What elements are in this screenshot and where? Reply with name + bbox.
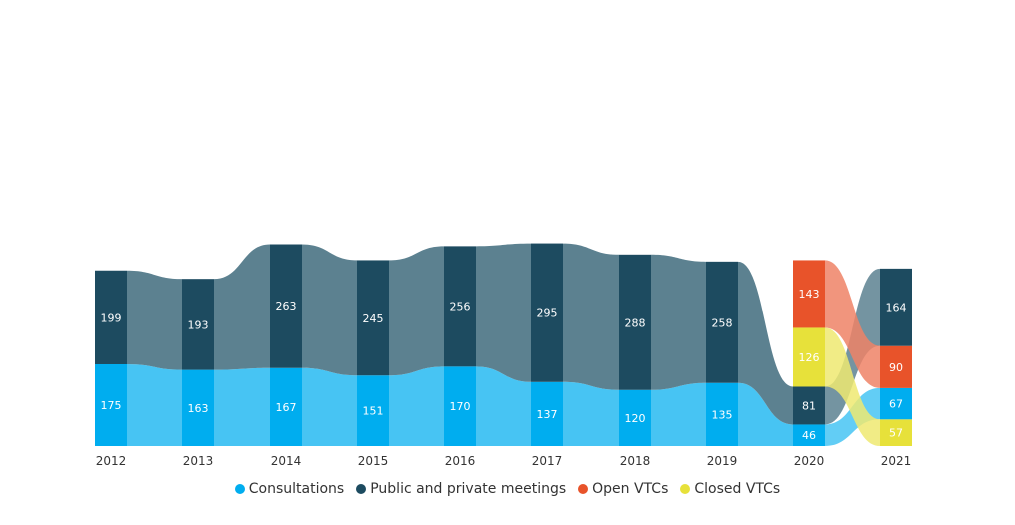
- legend-label-consultations: Consultations: [248, 481, 345, 497]
- flow-consultations-2018-2019: [651, 382, 706, 446]
- value-label-public-and-private-meetings-2013: 193: [188, 318, 209, 331]
- bar-consultations-2017[interactable]: [531, 381, 563, 446]
- x-tick-label-2018: 2018: [620, 454, 651, 468]
- bar-consultations-2020[interactable]: [793, 424, 825, 446]
- legend-swatch-closed-vtcs: [680, 484, 691, 494]
- bars: [95, 243, 912, 446]
- bar-open-vtcs-2021[interactable]: [880, 345, 912, 388]
- x-tick-label-2013: 2013: [183, 454, 214, 468]
- flow-consultations-2016-2017: [476, 366, 531, 446]
- legend-label-meetings: Public and private meetings: [370, 481, 567, 497]
- flow-consultations-2013-2014: [214, 367, 270, 446]
- value-label-consultations-2013: 163: [188, 402, 209, 415]
- bar-closed-vtcs-2021[interactable]: [880, 419, 912, 446]
- value-label-consultations-2014: 167: [276, 401, 297, 414]
- bar-consultations-2019[interactable]: [706, 382, 738, 446]
- bar-consultations-2012[interactable]: [95, 363, 127, 446]
- legend-item-meetings[interactable]: Public and private meetings: [356, 481, 566, 497]
- bar-public-and-private-meetings-2012[interactable]: [95, 270, 127, 364]
- flow-public-and-private-meetings-2017-2018: [563, 243, 619, 390]
- bar-public-and-private-meetings-2016[interactable]: [444, 246, 476, 367]
- value-label-public-and-private-meetings-2021: 164: [886, 301, 907, 314]
- value-label-consultations-2015: 151: [363, 405, 384, 418]
- value-label-public-and-private-meetings-2014: 263: [276, 300, 297, 313]
- legend: Consultations Public and private meeting…: [0, 478, 1015, 500]
- x-tick-label-2015: 2015: [358, 454, 389, 468]
- value-label-consultations-2016: 170: [450, 400, 471, 413]
- bar-public-and-private-meetings-2020[interactable]: [793, 386, 825, 425]
- x-tick-label-2017: 2017: [532, 454, 563, 468]
- flow-public-and-private-meetings-2019-2020: [738, 261, 793, 425]
- bar-consultations-2013[interactable]: [182, 369, 214, 446]
- flow-consultations-2020-2021: [825, 387, 880, 446]
- value-label-closed-vtcs-2021: 57: [889, 427, 903, 440]
- bar-public-and-private-meetings-2021[interactable]: [880, 268, 912, 346]
- bar-public-and-private-meetings-2014[interactable]: [270, 244, 302, 368]
- flow-consultations-2019-2020: [738, 382, 793, 446]
- bar-public-and-private-meetings-2019[interactable]: [706, 261, 738, 383]
- legend-label-open-vtcs: Open VTCs: [592, 481, 669, 497]
- flow-public-and-private-meetings-2018-2019: [651, 254, 706, 390]
- legend-swatch-meetings: [356, 484, 367, 494]
- legend-item-open-vtcs[interactable]: Open VTCs: [578, 481, 668, 497]
- value-label-public-and-private-meetings-2012: 199: [101, 311, 122, 324]
- x-tick-label-2012: 2012: [96, 454, 127, 468]
- bar-consultations-2018[interactable]: [619, 389, 651, 446]
- flow-closed-vtcs-2020-2021: [825, 327, 880, 446]
- flow-consultations-2014-2015: [302, 367, 357, 446]
- bar-closed-vtcs-2020[interactable]: [793, 327, 825, 387]
- x-tick-label-2021: 2021: [881, 454, 912, 468]
- value-label-public-and-private-meetings-2018: 288: [625, 316, 646, 329]
- flow-public-and-private-meetings-2013-2014: [214, 244, 270, 370]
- value-label-consultations-2012: 175: [101, 399, 122, 412]
- x-tick-label-2016: 2016: [445, 454, 476, 468]
- bar-open-vtcs-2020[interactable]: [793, 260, 825, 328]
- legend-swatch-open-vtcs: [578, 484, 589, 494]
- flow-public-and-private-meetings-2014-2015: [302, 244, 357, 376]
- value-label-open-vtcs-2020: 143: [799, 288, 820, 301]
- labels: 175 199 163 193 167 263 151 245 170 256 137 295 120 2…: [101, 288, 907, 442]
- legend-swatch-consultations: [234, 484, 245, 494]
- flow-consultations-2017-2018: [563, 381, 619, 446]
- flow-consultations-2012-2013: [127, 363, 182, 446]
- value-label-open-vtcs-2021: 90: [889, 361, 903, 374]
- value-label-consultations-2018: 120: [625, 412, 646, 425]
- bar-public-and-private-meetings-2017[interactable]: [531, 243, 563, 382]
- bar-public-and-private-meetings-2013[interactable]: [182, 279, 214, 370]
- value-label-public-and-private-meetings-2019: 258: [712, 316, 733, 329]
- flow-public-and-private-meetings-2015-2016: [389, 246, 444, 376]
- flows: [127, 243, 880, 446]
- legend-label-closed-vtcs: Closed VTCs: [694, 481, 781, 497]
- bar-consultations-2021[interactable]: [880, 387, 912, 420]
- bar-consultations-2016[interactable]: [444, 366, 476, 446]
- flow-consultations-2015-2016: [389, 366, 444, 446]
- value-label-public-and-private-meetings-2017: 295: [537, 307, 558, 320]
- value-label-public-and-private-meetings-2020: 81: [802, 399, 816, 412]
- value-label-closed-vtcs-2020: 126: [799, 351, 820, 364]
- value-label-public-and-private-meetings-2015: 245: [363, 312, 384, 325]
- x-axis: 2012 2013 2014 2015 2016 2017 2018 2019 2020 2021: [96, 454, 912, 468]
- value-label-consultations-2020: 46: [802, 429, 816, 442]
- bar-consultations-2014[interactable]: [270, 367, 302, 446]
- legend-item-consultations[interactable]: Consultations: [234, 481, 345, 497]
- value-label-consultations-2019: 135: [712, 408, 733, 421]
- flow-open-vtcs-2020-2021: [825, 260, 880, 388]
- bar-public-and-private-meetings-2015[interactable]: [357, 260, 389, 376]
- legend-item-closed-vtcs[interactable]: Closed VTCs: [680, 481, 780, 497]
- bar-consultations-2015[interactable]: [357, 375, 389, 446]
- value-label-public-and-private-meetings-2016: 256: [450, 300, 471, 313]
- flow-public-and-private-meetings-2016-2017: [476, 243, 531, 382]
- value-label-consultations-2017: 137: [537, 408, 558, 421]
- x-tick-label-2019: 2019: [707, 454, 738, 468]
- x-tick-label-2020: 2020: [794, 454, 825, 468]
- flow-public-and-private-meetings-2012-2013: [127, 270, 182, 370]
- value-label-consultations-2021: 67: [889, 398, 903, 411]
- bar-public-and-private-meetings-2018[interactable]: [619, 254, 651, 390]
- x-tick-label-2014: 2014: [271, 454, 302, 468]
